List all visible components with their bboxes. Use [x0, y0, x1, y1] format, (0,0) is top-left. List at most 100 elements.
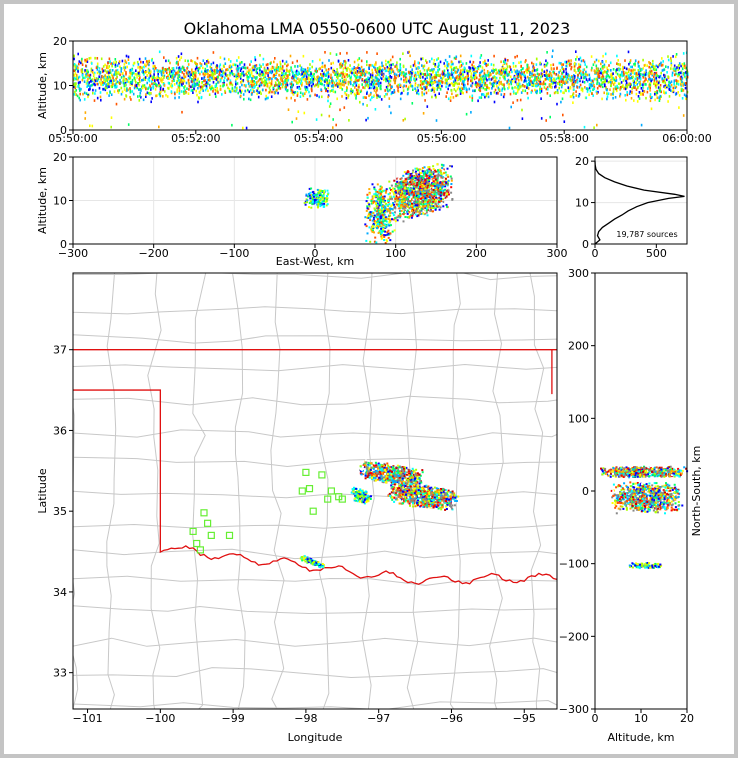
source-mark	[427, 73, 429, 77]
source-mark	[533, 66, 535, 70]
source-mark	[130, 98, 132, 101]
source-mark	[341, 88, 344, 91]
source-mark	[115, 73, 117, 76]
source-mark	[549, 94, 551, 97]
source-mark	[541, 74, 543, 78]
source-mark	[649, 62, 651, 65]
source-mark	[346, 51, 348, 55]
source-mark	[75, 89, 77, 92]
source-mark	[519, 98, 522, 102]
source-mark	[212, 76, 215, 79]
source-mark	[568, 59, 570, 63]
source-mark	[139, 94, 141, 98]
source-mark	[429, 80, 432, 84]
source-mark	[455, 57, 457, 60]
source-mark	[137, 95, 139, 98]
source-mark	[521, 72, 523, 76]
source-mark	[433, 74, 436, 77]
source-mark	[83, 98, 86, 101]
source-mark	[625, 98, 627, 102]
source-mark	[341, 95, 343, 98]
source-mark	[306, 98, 309, 101]
source-mark	[113, 61, 115, 64]
source-mark	[84, 58, 86, 62]
source-mark	[285, 72, 287, 75]
source-mark	[387, 76, 390, 79]
source-mark	[323, 190, 326, 193]
source-mark	[223, 57, 226, 61]
source-mark	[76, 94, 79, 98]
source-mark	[616, 72, 619, 76]
source-mark	[374, 63, 377, 66]
source-mark	[313, 199, 316, 202]
source-mark	[589, 79, 592, 82]
source-mark	[437, 65, 439, 69]
source-mark	[156, 69, 158, 72]
source-mark	[385, 59, 387, 63]
source-mark	[298, 87, 300, 90]
source-mark	[250, 88, 252, 92]
source-mark	[677, 74, 679, 78]
source-mark	[273, 60, 275, 64]
source-mark	[561, 71, 564, 75]
source-mark	[470, 75, 472, 78]
source-mark	[169, 84, 172, 88]
source-mark	[589, 89, 592, 93]
source-mark	[353, 68, 356, 72]
source-mark	[337, 77, 339, 80]
source-mark	[217, 70, 219, 73]
source-mark	[664, 84, 667, 87]
source-mark	[133, 77, 136, 80]
source-mark	[241, 89, 243, 93]
source-mark	[491, 87, 493, 90]
source-mark	[186, 67, 188, 70]
source-mark	[132, 92, 135, 96]
source-mark	[274, 69, 277, 73]
source-mark	[348, 119, 350, 122]
source-mark	[317, 200, 320, 203]
source-mark	[191, 74, 194, 77]
source-mark	[366, 232, 369, 235]
source-mark	[332, 71, 335, 74]
source-mark	[98, 81, 101, 84]
source-mark	[594, 71, 596, 74]
source-mark	[305, 77, 308, 80]
source-mark	[407, 51, 409, 54]
source-mark	[154, 64, 156, 68]
source-mark	[640, 87, 643, 90]
source-mark	[113, 84, 116, 88]
source-mark	[89, 84, 92, 88]
source-mark	[421, 87, 423, 91]
source-mark	[274, 81, 277, 84]
source-mark	[406, 88, 409, 91]
source-mark	[373, 200, 375, 203]
source-mark	[507, 59, 509, 62]
source-mark	[445, 73, 447, 77]
source-mark	[461, 72, 464, 76]
source-mark	[297, 81, 299, 85]
source-mark	[632, 75, 634, 79]
source-mark	[428, 183, 431, 186]
source-mark	[93, 71, 96, 75]
source-mark	[483, 80, 485, 84]
source-mark	[124, 83, 127, 87]
source-mark	[96, 62, 99, 66]
source-mark	[609, 61, 612, 65]
source-mark	[260, 77, 262, 81]
source-mark	[463, 83, 465, 87]
source-mark	[309, 94, 311, 98]
source-mark	[183, 68, 185, 71]
source-mark	[402, 72, 405, 76]
source-mark	[536, 68, 539, 71]
source-mark	[493, 79, 496, 83]
source-mark	[522, 73, 525, 77]
source-mark	[311, 89, 313, 93]
source-mark	[373, 65, 375, 69]
source-mark	[178, 89, 181, 93]
source-mark	[587, 88, 589, 91]
source-mark	[283, 74, 286, 78]
source-mark	[354, 94, 357, 97]
source-mark	[417, 67, 419, 70]
source-mark	[324, 51, 326, 54]
source-mark	[638, 72, 640, 75]
